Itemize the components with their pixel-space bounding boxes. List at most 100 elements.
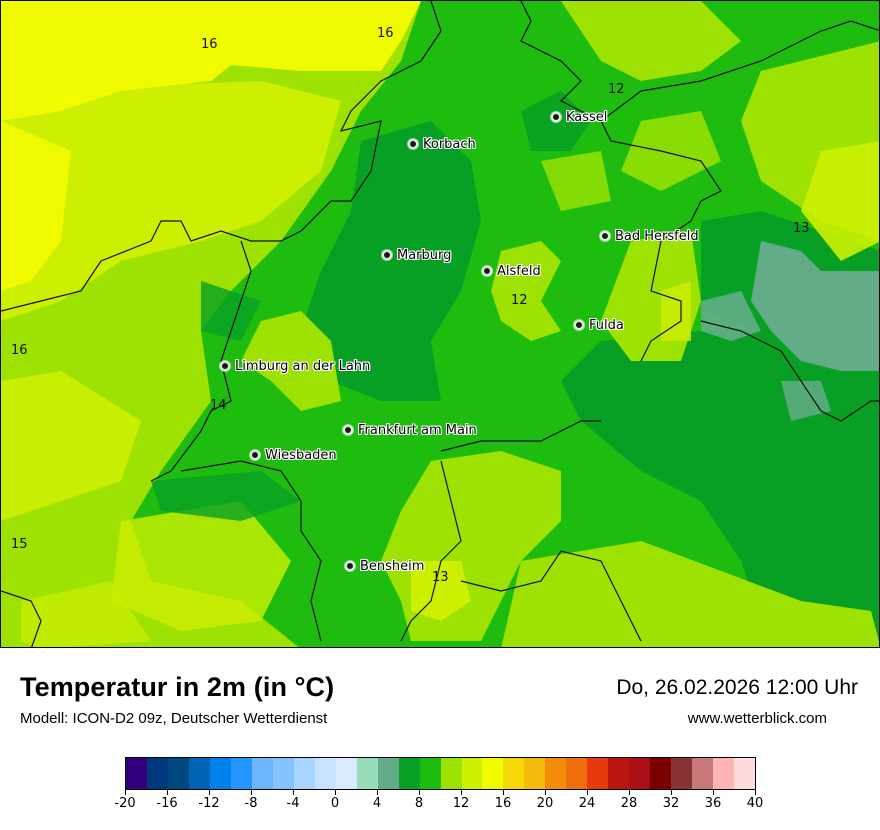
colorbar-tick <box>125 790 126 795</box>
city-marker-frankfurt: Frankfurt am Main <box>343 422 477 438</box>
colorbar-tick <box>545 790 546 795</box>
colorbar-segment <box>545 758 567 789</box>
colorbar-segment <box>209 758 231 789</box>
city-dot-icon <box>250 450 260 460</box>
colorbar-segment <box>314 758 336 789</box>
colorbar-tick <box>377 790 378 795</box>
colorbar-tick-label: -12 <box>198 796 220 811</box>
colorbar-segment <box>356 758 378 789</box>
contour-label: 12 <box>511 293 528 308</box>
colorbar-segment <box>251 758 273 789</box>
colorbar-segment <box>440 758 462 789</box>
colorbar-tick-label: -4 <box>286 796 300 811</box>
colorbar-segment <box>650 758 672 789</box>
city-marker-limburg: Limburg an der Lahn <box>220 358 370 374</box>
colorbar-segment <box>377 758 399 789</box>
city-dot-icon <box>574 320 584 330</box>
contour-label: 13 <box>793 221 810 236</box>
city-dot-icon <box>345 561 355 571</box>
contour-label: 16 <box>377 26 394 41</box>
colorbar-segment <box>230 758 252 789</box>
colorbar-tick-label: 4 <box>372 796 382 811</box>
colorbar-segment <box>398 758 420 789</box>
colorbar-segment <box>734 758 756 789</box>
colorbar-tick <box>503 790 504 795</box>
city-name: Bensheim <box>360 558 425 574</box>
contour-label: 16 <box>201 37 218 52</box>
city-marker-fulda: Fulda <box>574 317 624 333</box>
city-marker-bad-hersfeld: Bad Hersfeld <box>600 228 699 244</box>
colorbar-segment <box>713 758 735 789</box>
colorbar-segment <box>419 758 441 789</box>
contour-label: 15 <box>11 537 28 552</box>
temperature-colorbar <box>125 757 756 790</box>
colorbar-tick-label: 28 <box>620 796 638 811</box>
colorbar-tick <box>251 790 252 795</box>
colorbar-tick-label: 32 <box>662 796 680 811</box>
contour-label: 13 <box>432 570 449 585</box>
colorbar-segment <box>566 758 588 789</box>
colorbar-tick <box>629 790 630 795</box>
city-dot-icon <box>382 250 392 260</box>
city-marker-alsfeld: Alsfeld <box>482 263 541 279</box>
colorbar-tick <box>209 790 210 795</box>
city-name: Bad Hersfeld <box>615 228 699 244</box>
colorbar-tick <box>461 790 462 795</box>
city-name: Wiesbaden <box>265 447 337 463</box>
city-dot-icon <box>343 425 353 435</box>
website-credit: www.wetterblick.com <box>687 710 827 727</box>
colorbar-tick <box>419 790 420 795</box>
city-name: Korbach <box>423 136 476 152</box>
city-marker-korbach: Korbach <box>408 136 476 152</box>
city-name: Kassel <box>566 109 608 125</box>
colorbar-segment <box>272 758 294 789</box>
colorbar-segment <box>461 758 483 789</box>
colorbar-tick-label: 40 <box>746 796 764 811</box>
city-marker-wiesbaden: Wiesbaden <box>250 447 337 463</box>
colorbar-segment <box>503 758 525 789</box>
contour-label: 12 <box>608 82 625 97</box>
colorbar-segment <box>482 758 504 789</box>
colorbar-tick-label: 24 <box>578 796 596 811</box>
city-dot-icon <box>600 231 610 241</box>
city-dot-icon <box>408 139 418 149</box>
colorbar-tick-label: -16 <box>156 796 178 811</box>
colorbar-tick <box>167 790 168 795</box>
colorbar-segment <box>126 758 147 789</box>
colorbar-tick <box>713 790 714 795</box>
map-title: Temperatur in 2m (in °C) <box>20 672 335 702</box>
colorbar-segment <box>671 758 693 789</box>
city-dot-icon <box>220 361 230 371</box>
city-marker-bensheim: Bensheim <box>345 558 424 574</box>
colorbar-tick-label: -20 <box>114 796 136 811</box>
colorbar-tick <box>335 790 336 795</box>
city-name: Frankfurt am Main <box>358 422 477 438</box>
colorbar-segment <box>188 758 210 789</box>
city-name: Fulda <box>589 317 624 333</box>
city-name: Limburg an der Lahn <box>235 358 371 374</box>
colorbar-tick-label: -8 <box>244 796 258 811</box>
colorbar-tick-label: 36 <box>704 796 722 811</box>
model-source: Modell: ICON-D2 09z, Deutscher Wetterdie… <box>20 710 328 727</box>
colorbar-tick-label: 0 <box>330 796 340 811</box>
colorbar-tick <box>755 790 756 795</box>
contour-label: 14 <box>210 398 227 413</box>
colorbar-segment <box>692 758 714 789</box>
colorbar-segment <box>587 758 609 789</box>
colorbar-tick-label: 12 <box>452 796 470 811</box>
colorbar-segment <box>608 758 630 789</box>
colorbar-segment <box>524 758 546 789</box>
map-footer: Temperatur in 2m (in °C) Modell: ICON-D2… <box>0 648 880 830</box>
colorbar-ticks: -20 -16 -12 -8 -4 0 4 8 12 16 20 24 28 32 36 40 <box>114 790 763 820</box>
city-name: Alsfeld <box>497 263 541 279</box>
colorbar-segment <box>146 758 168 789</box>
city-name: Marburg <box>397 247 452 263</box>
colorbar-tick <box>587 790 588 795</box>
city-dot-icon <box>482 266 492 276</box>
colorbar-tick <box>293 790 294 795</box>
forecast-datetime: Do, 26.02.2026 12:00 Uhr <box>616 676 858 699</box>
city-marker-kassel: Kassel <box>551 109 607 125</box>
colorbar-tick-label: 20 <box>536 796 554 811</box>
contour-label: 16 <box>11 343 28 358</box>
colorbar-tick-label: 8 <box>414 796 424 811</box>
